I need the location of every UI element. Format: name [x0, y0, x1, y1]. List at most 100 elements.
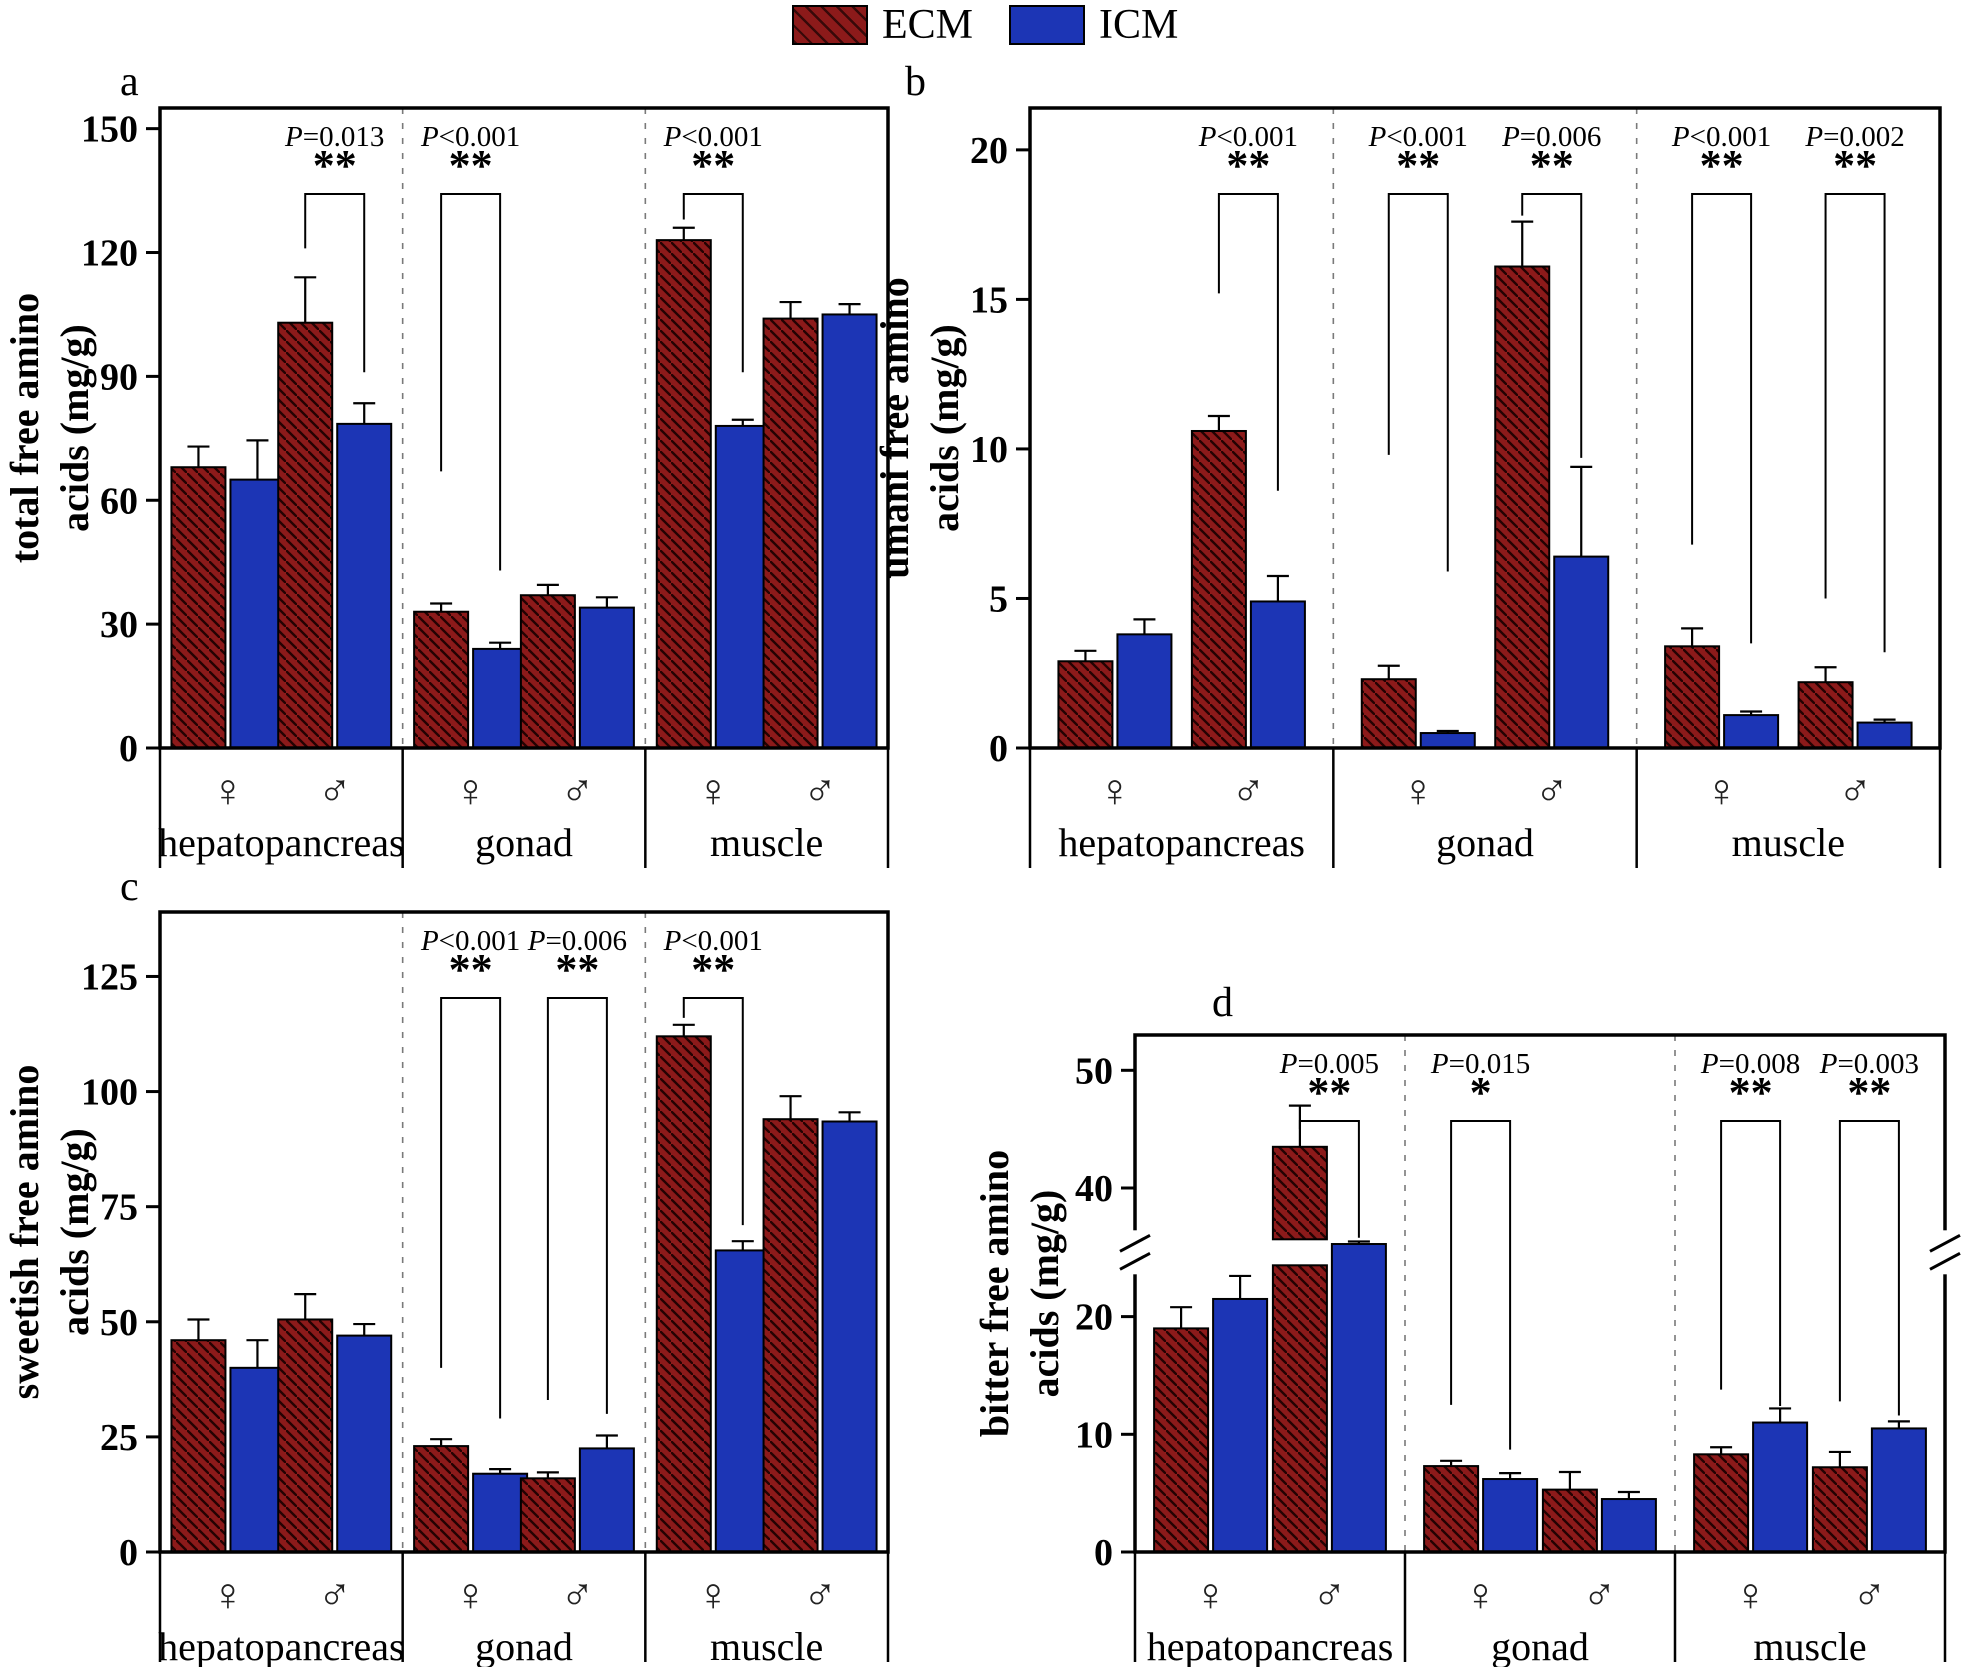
p-value-label: P<0.001	[663, 925, 763, 957]
significance-bracket	[1691, 193, 1753, 644]
p-value-label: P<0.001	[420, 925, 520, 957]
axis-break-slash-left	[1119, 1233, 1151, 1253]
significance-stars: **	[691, 141, 735, 190]
sex-symbol-male: ♂	[1582, 1569, 1617, 1620]
y-tick-label: 125	[81, 956, 138, 998]
bar-icm-muscle-male	[821, 313, 878, 749]
bar-icm-hepatopancreas-female	[1212, 1297, 1269, 1554]
y-tick-label: 100	[81, 1072, 138, 1114]
bar-ecm-muscle-female	[655, 239, 712, 749]
p-value-label: P<0.001	[420, 121, 520, 153]
significance-stars: **	[1833, 141, 1877, 190]
y-tick-label: 150	[81, 109, 138, 151]
significance-bracket	[1824, 193, 1886, 653]
p-value-label: P=0.002	[1804, 121, 1904, 153]
sex-symbol-female: ♀	[1401, 765, 1436, 816]
sex-symbol-male: ♂	[560, 1569, 595, 1620]
bar-icm-muscle-male	[821, 1120, 878, 1554]
significance-stars: *	[1470, 1068, 1492, 1117]
legend-label-icm: ICM	[1099, 2, 1179, 48]
bar-ecm-hepatopancreas-male	[277, 1318, 334, 1554]
sex-symbol-female: ♀	[1704, 765, 1739, 816]
plot-frame	[1133, 1033, 1947, 1554]
sex-symbol-female: ♀	[453, 1569, 488, 1620]
bar-ecm-muscle-male	[1797, 681, 1854, 750]
axis-break-mask	[1933, 1230, 1957, 1275]
icm-swatch-icon	[1009, 5, 1086, 45]
bar-icm-hepatopancreas-male	[336, 1334, 393, 1554]
p-value-label: P=0.006	[527, 925, 627, 957]
sex-symbol-male: ♂	[1534, 765, 1569, 816]
sex-symbol-female: ♀	[453, 765, 488, 816]
bar-icm-gonad-female	[472, 1472, 529, 1553]
significance-stars: **	[1226, 141, 1270, 190]
bar-icm-muscle-male	[1870, 1427, 1927, 1554]
significance-stars: **	[1729, 1068, 1773, 1117]
bar-ecm-gonad-female	[413, 1445, 470, 1553]
sex-symbol-male: ♂	[1231, 765, 1266, 816]
axis-break-slash-left	[1119, 1251, 1151, 1271]
tissue-label-gonad: gonad	[475, 1624, 573, 1667]
sex-symbol-female: ♀	[1193, 1569, 1228, 1620]
p-value-label: P<0.001	[1368, 121, 1468, 153]
bar-icm-hepatopancreas-female	[1116, 633, 1173, 750]
tissue-label-hepatopancreas: hepatopancreas	[158, 820, 405, 865]
significance-bracket	[440, 997, 502, 1419]
y-tick-label: 5	[989, 578, 1008, 620]
ecm-swatch-icon	[792, 5, 868, 45]
bar-icm-hepatopancreas-female	[229, 1366, 286, 1554]
significance-stars: **	[1847, 1068, 1891, 1117]
p-value-label: P=0.006	[1501, 121, 1601, 153]
p-value-label: P<0.001	[1671, 121, 1771, 153]
legend-item-icm: ICM	[1009, 4, 1178, 46]
sex-symbol-female: ♀	[1463, 1569, 1498, 1620]
sex-symbol-female: ♀	[1733, 1569, 1768, 1620]
tissue-label-gonad: gonad	[1436, 820, 1534, 865]
bar-ecm-muscle-female	[1693, 1453, 1750, 1554]
tissue-label-muscle: muscle	[1732, 820, 1845, 865]
sex-symbol-female: ♀	[696, 765, 731, 816]
significance-stars: **	[449, 141, 493, 190]
sex-symbol-male: ♂	[1852, 1569, 1887, 1620]
bar-ecm-muscle-male	[1811, 1466, 1868, 1554]
p-value-label: P=0.008	[1700, 1048, 1800, 1080]
sex-symbol-female: ♀	[1098, 765, 1133, 816]
bar-icm-gonad-male	[578, 606, 635, 750]
sex-symbol-male: ♂	[803, 1569, 838, 1620]
sex-symbol-male: ♂	[1312, 1569, 1347, 1620]
plot-frame	[158, 106, 890, 750]
sex-symbol-female: ♀	[211, 1569, 246, 1620]
significance-stars: **	[1530, 141, 1574, 190]
bar-ecm-gonad-female	[413, 610, 470, 750]
sex-symbol-male: ♂	[317, 765, 352, 816]
significance-bracket	[1387, 193, 1449, 572]
axis-break-slash-right	[1929, 1251, 1961, 1271]
y-tick-label: 0	[119, 728, 138, 770]
bar-icm-hepatopancreas-male	[1330, 1243, 1387, 1553]
y-tick-label: 90	[100, 356, 138, 398]
significance-stars: **	[1396, 141, 1440, 190]
bar-icm-muscle-female	[714, 1249, 771, 1553]
y-tick-label: 75	[100, 1187, 138, 1229]
y-axis-label-line1: umani free amino	[872, 277, 917, 578]
panel-letter-b: b	[905, 59, 926, 105]
significance-bracket	[304, 193, 366, 373]
bar-icm-gonad-female	[472, 647, 529, 749]
y-tick-label: 20	[1075, 1297, 1113, 1339]
y-tick-label: 30	[100, 604, 138, 646]
bar-icm-gonad-male	[578, 1447, 635, 1553]
panel-b: **P<0.001**P<0.001**P=0.006**P<0.001**P=…	[872, 59, 1942, 868]
y-tick-label: 0	[119, 1532, 138, 1574]
significance-stars: **	[1307, 1068, 1351, 1117]
panel-a: **P=0.013**P<0.001**P<0.0010306090120150…	[2, 59, 890, 868]
significance-stars: **	[555, 945, 599, 994]
significance-bracket	[682, 997, 744, 1226]
sex-symbol-male: ♂	[1838, 765, 1873, 816]
significance-stars: **	[449, 945, 493, 994]
bar-ecm-muscle-female	[655, 1035, 712, 1553]
legend-item-ecm: ECM	[792, 4, 973, 46]
p-value-label: P<0.001	[1198, 121, 1298, 153]
significance-bracket	[1450, 1120, 1512, 1450]
bar-icm-gonad-female	[1419, 732, 1476, 750]
bar-icm-muscle-female	[1723, 714, 1780, 749]
